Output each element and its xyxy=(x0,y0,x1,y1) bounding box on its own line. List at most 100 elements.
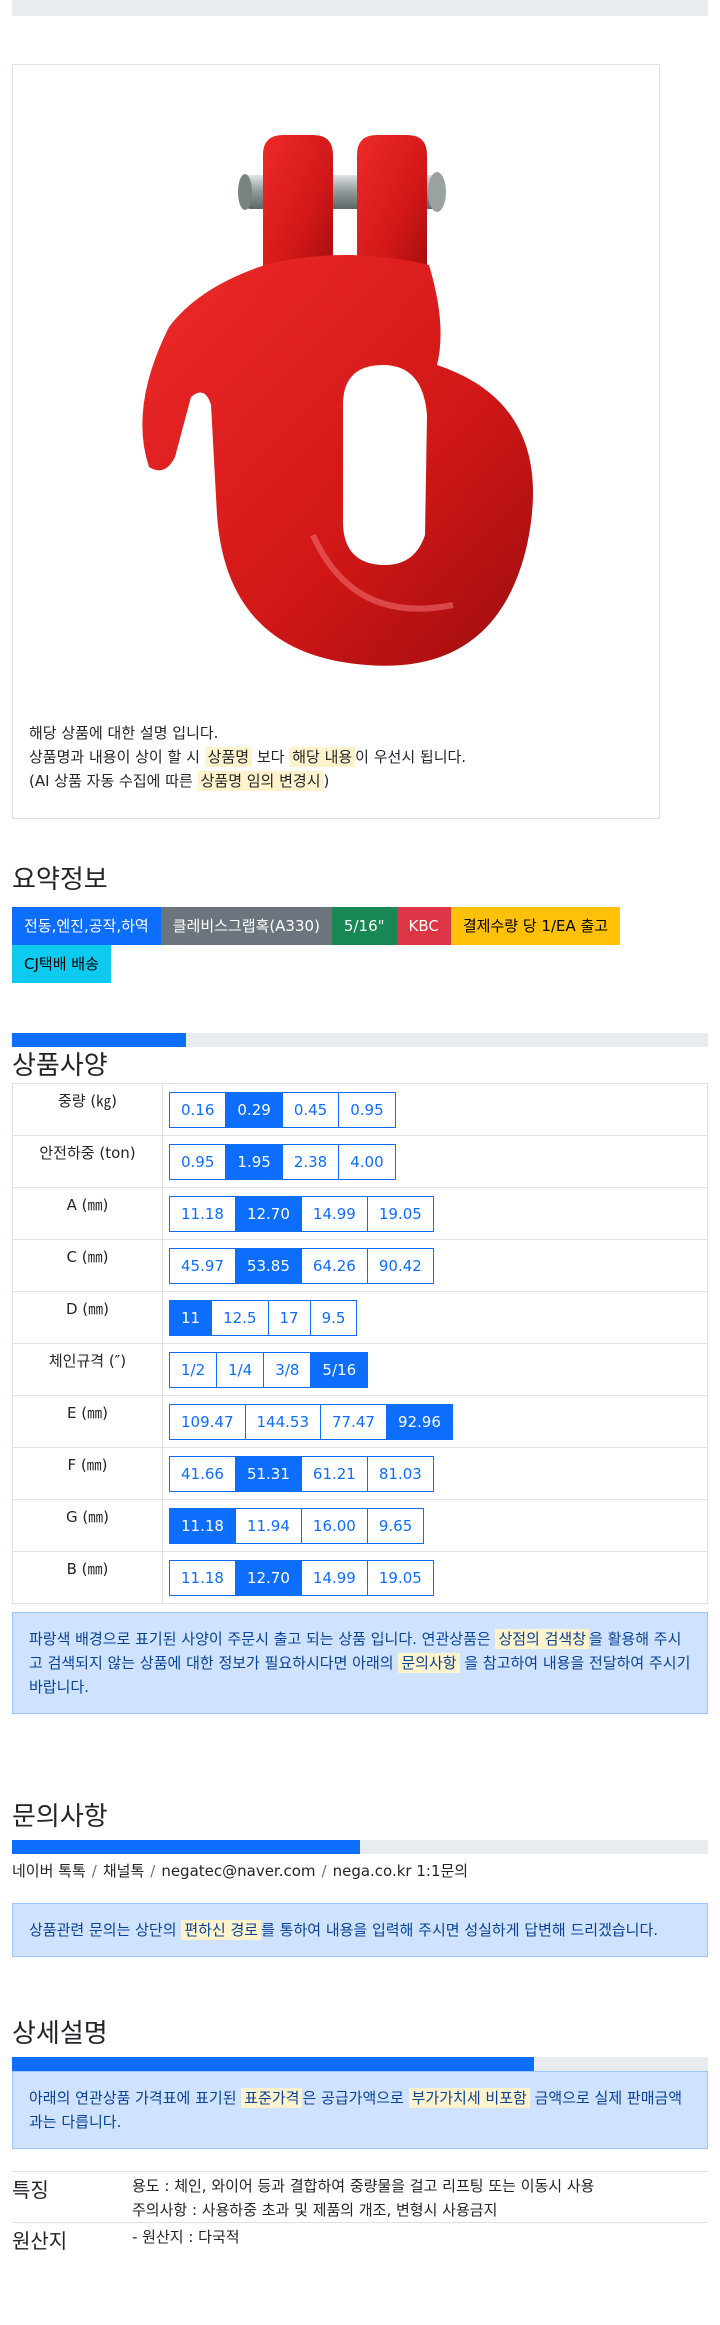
detail-notice: 아래의 연관상품 가격표에 표기된 표준가격 은 공급가액으로 부가가치세 비포함… xyxy=(12,2071,708,2149)
inquiry-notice: 상품관련 문의는 상단의 편하신 경로 를 통하여 내용을 입력해 주시면 성실하… xyxy=(12,1903,708,1957)
spec-option-button[interactable]: 53.85 xyxy=(234,1247,302,1284)
origin-value: - 원산지 : 다국적 xyxy=(132,2228,240,2246)
spec-option-button[interactable]: 0.16 xyxy=(169,1091,227,1128)
progress-fill xyxy=(12,1033,186,1047)
feature-line-2: 주의사항 : 사용하중 초과 및 제품의 개조, 변형시 사용금지 xyxy=(132,2201,498,2219)
spec-row: G (㎜) 11.18 11.94 16.00 9.65 xyxy=(12,1499,708,1552)
spec-option-button[interactable]: 12.70 xyxy=(234,1559,302,1596)
summary-badge: KBC xyxy=(396,907,451,945)
spec-option-button[interactable]: 2.38 xyxy=(281,1143,340,1180)
link-email[interactable]: negatec@naver.com xyxy=(161,1862,316,1880)
spec-title: 상품사양 xyxy=(12,1051,108,1081)
product-description: 해당 상품에 대한 설명 입니다. 상품명과 내용이 상이 할 시 상품명 보다… xyxy=(29,721,466,793)
option-group: 0.95 1.95 2.38 4.00 xyxy=(169,1143,396,1180)
spec-option-button[interactable]: 14.99 xyxy=(300,1195,368,1232)
spec-option-button[interactable]: 11.18 xyxy=(169,1195,236,1232)
text: 을 참고하여 내용을 전달하여 주시기 바랍니다. xyxy=(29,1654,691,1696)
spec-option-button[interactable]: 14.99 xyxy=(300,1559,368,1596)
option-group: 11.18 12.70 14.99 19.05 xyxy=(169,1559,434,1596)
spec-option-button[interactable]: 19.05 xyxy=(366,1559,434,1596)
spec-row: E (㎜) 109.47 144.53 77.47 92.96 xyxy=(12,1395,708,1448)
text: 이 우선시 됩니다. xyxy=(355,748,467,766)
spec-label: C (㎜) xyxy=(12,1239,163,1292)
spec-option-button[interactable]: 92.96 xyxy=(385,1403,453,1440)
spec-option-button[interactable]: 77.47 xyxy=(320,1403,387,1440)
spec-options: 0.16 0.29 0.45 0.95 xyxy=(162,1083,708,1136)
spec-option-button[interactable]: 3/8 xyxy=(263,1351,312,1388)
spec-option-button[interactable]: 1.95 xyxy=(225,1143,283,1180)
spec-option-button[interactable]: 5/16 xyxy=(310,1351,369,1388)
spec-option-button[interactable]: 19.05 xyxy=(366,1195,434,1232)
spec-option-button[interactable]: 45.97 xyxy=(169,1247,236,1284)
top-bar xyxy=(12,0,708,16)
spec-options: 11 12.5 17 9.5 xyxy=(162,1291,708,1344)
feature-line-1: 용도 : 체인, 와이어 등과 결합하여 중량물을 걸고 리프팅 또는 이동시 … xyxy=(132,2177,595,2195)
spec-option-button[interactable]: 0.95 xyxy=(338,1091,396,1128)
spec-option-button[interactable]: 0.29 xyxy=(225,1091,283,1128)
spec-option-button[interactable]: 1/4 xyxy=(216,1351,265,1388)
spec-option-button[interactable]: 9.5 xyxy=(309,1299,358,1336)
spec-label: 안전하중 (ton) xyxy=(12,1135,163,1188)
spec-options: 45.97 53.85 64.26 90.42 xyxy=(162,1239,708,1292)
spec-option-button[interactable]: 11.94 xyxy=(234,1507,302,1544)
spec-option-button[interactable]: 51.31 xyxy=(234,1455,302,1492)
spec-option-button[interactable]: 90.42 xyxy=(366,1247,434,1284)
spec-option-button[interactable]: 11.18 xyxy=(169,1559,236,1596)
text: 보다 xyxy=(252,748,290,766)
detail-row-origin: 원산지 - 원산지 : 다국적 xyxy=(12,2222,708,2254)
feature-key: 특징 xyxy=(12,2178,49,2202)
summary-badge: 결제수량 당 1/EA 출고 xyxy=(450,907,621,945)
spec-option-button[interactable]: 16.00 xyxy=(300,1507,368,1544)
spec-option-button[interactable]: 64.26 xyxy=(300,1247,368,1284)
spec-options: 41.66 51.31 61.21 81.03 xyxy=(162,1447,708,1500)
separator: / xyxy=(91,1862,97,1880)
summary-title: 요약정보 xyxy=(12,865,108,895)
spec-option-button[interactable]: 144.53 xyxy=(244,1403,321,1440)
spec-row: 체인규격 (″) 1/2 1/4 3/8 5/16 xyxy=(12,1343,708,1396)
spec-option-button[interactable]: 1/2 xyxy=(169,1351,218,1388)
spec-option-button[interactable]: 61.21 xyxy=(300,1455,368,1492)
product-card: 해당 상품에 대한 설명 입니다. 상품명과 내용이 상이 할 시 상품명 보다… xyxy=(12,64,660,819)
spec-option-button[interactable]: 11 xyxy=(169,1299,213,1336)
spec-notice: 파랑색 배경으로 표기된 사양이 주문시 출고 되는 상품 입니다. 연관상품은… xyxy=(12,1612,708,1714)
spec-progress xyxy=(12,1033,708,1047)
progress-fill xyxy=(12,1840,360,1854)
spec-option-button[interactable]: 12.70 xyxy=(234,1195,302,1232)
inquiry-title: 문의사항 xyxy=(12,1802,108,1832)
spec-option-button[interactable]: 17 xyxy=(267,1299,311,1336)
spec-options: 0.95 1.95 2.38 4.00 xyxy=(162,1135,708,1188)
spec-row: A (㎜) 11.18 12.70 14.99 19.05 xyxy=(12,1187,708,1240)
spec-option-button[interactable]: 81.03 xyxy=(366,1455,434,1492)
link-naver-talk[interactable]: 네이버 톡톡 xyxy=(12,1862,86,1880)
detail-row-feature: 특징 용도 : 체인, 와이어 등과 결합하여 중량물을 걸고 리프팅 또는 이… xyxy=(12,2171,708,2222)
spec-option-button[interactable]: 41.66 xyxy=(169,1455,236,1492)
highlight: 부가가치세 비포함 xyxy=(408,2088,530,2108)
text: ) xyxy=(323,772,330,790)
spec-option-button[interactable]: 4.00 xyxy=(338,1143,396,1180)
spec-option-button[interactable]: 109.47 xyxy=(169,1403,246,1440)
spec-option-button[interactable]: 11.18 xyxy=(169,1507,236,1544)
highlight: 상점의 검색창 xyxy=(495,1629,590,1649)
spec-option-button[interactable]: 0.45 xyxy=(281,1091,340,1128)
link-channel-talk[interactable]: 채널톡 xyxy=(102,1862,145,1880)
spec-option-button[interactable]: 0.95 xyxy=(169,1143,227,1180)
text: 를 통하여 내용을 입력해 주시면 성실하게 답변해 드리겠습니다. xyxy=(261,1921,659,1939)
option-group: 0.16 0.29 0.45 0.95 xyxy=(169,1091,396,1128)
spec-option-button[interactable]: 12.5 xyxy=(211,1299,269,1336)
option-group: 109.47 144.53 77.47 92.96 xyxy=(169,1403,453,1440)
spec-options: 11.18 11.94 16.00 9.65 xyxy=(162,1499,708,1552)
option-group: 45.97 53.85 64.26 90.42 xyxy=(169,1247,434,1284)
highlight: 문의사항 xyxy=(398,1653,460,1673)
text: (AI 상품 자동 수집에 따른 xyxy=(29,772,198,790)
summary-section: 요약정보 전동,엔진,공작,하역 클레비스그랩혹(A330) 5/16" KBC 결제수… xyxy=(12,863,708,983)
summary-badge: CJ택배 배송 xyxy=(12,945,111,983)
spec-options: 11.18 12.70 14.99 19.05 xyxy=(162,1187,708,1240)
inquiry-progress xyxy=(12,1840,708,1854)
text: 아래의 연관상품 가격표에 표기된 xyxy=(29,2089,242,2107)
spec-label: 체인규격 (″) xyxy=(12,1343,163,1396)
clevis-grab-hook-image xyxy=(142,135,534,666)
option-group: 1/2 1/4 3/8 5/16 xyxy=(169,1351,369,1388)
detail-progress xyxy=(12,2057,708,2071)
spec-option-button[interactable]: 9.65 xyxy=(366,1507,425,1544)
link-site-inquiry[interactable]: nega.co.kr 1:1문의 xyxy=(332,1862,469,1880)
